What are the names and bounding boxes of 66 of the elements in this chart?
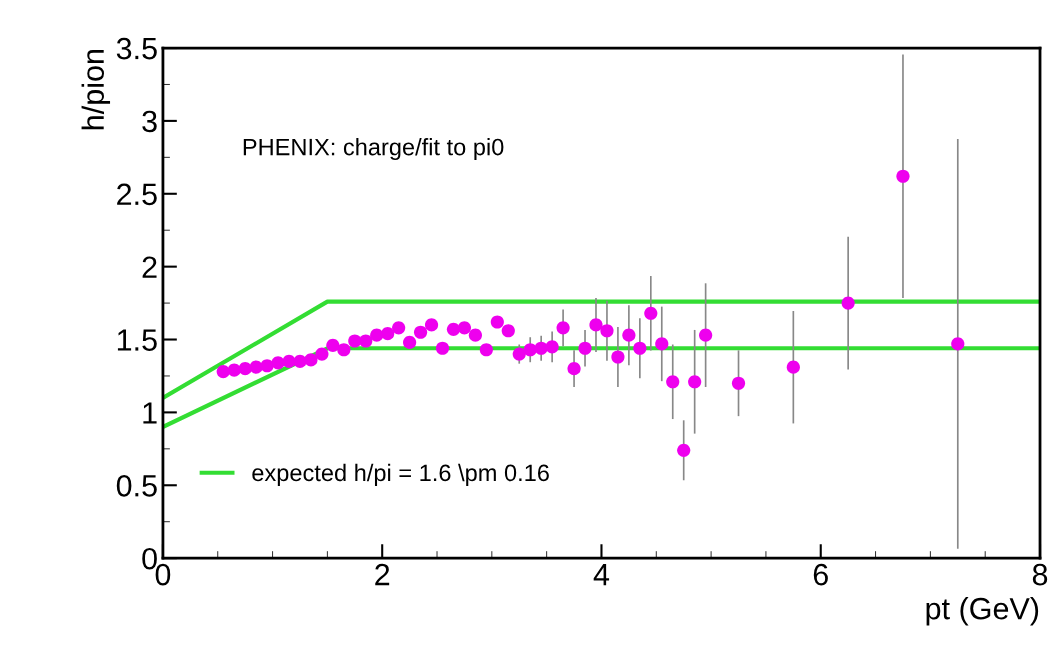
y-tick-label: 0 bbox=[142, 547, 157, 570]
x-tick-label: 4 bbox=[593, 564, 610, 586]
point bbox=[381, 327, 395, 341]
point bbox=[589, 318, 603, 332]
point bbox=[666, 375, 680, 389]
y-tick-label: 3 bbox=[142, 110, 157, 133]
point bbox=[545, 340, 559, 354]
point bbox=[468, 328, 482, 342]
point bbox=[699, 328, 713, 342]
point bbox=[501, 324, 515, 338]
y-tick-label: 2.5 bbox=[117, 183, 157, 206]
point bbox=[841, 296, 855, 310]
legend-label: expected h/pi = 1.6 \pm 0.16 bbox=[252, 463, 549, 486]
y-tick-label: 3.5 bbox=[116, 37, 157, 60]
point bbox=[293, 354, 307, 368]
point bbox=[260, 359, 274, 373]
point bbox=[534, 341, 548, 355]
y-tick-label: 1 bbox=[143, 402, 157, 424]
point bbox=[578, 341, 592, 355]
point bbox=[457, 321, 472, 335]
point bbox=[896, 169, 910, 183]
y-tick-label: 1.5 bbox=[117, 329, 157, 351]
point bbox=[512, 347, 526, 361]
y-tick-label: 0.5 bbox=[116, 475, 157, 497]
point bbox=[413, 325, 428, 339]
point bbox=[677, 443, 691, 457]
point bbox=[622, 328, 636, 342]
point bbox=[370, 328, 384, 342]
point bbox=[446, 322, 461, 336]
point bbox=[271, 356, 285, 370]
annotation: PHENIX: charge/fit to pi0 bbox=[243, 138, 504, 161]
point bbox=[688, 375, 702, 389]
point bbox=[315, 347, 329, 361]
point bbox=[731, 376, 746, 390]
point bbox=[424, 318, 439, 332]
y-axis-title: h/pion bbox=[81, 50, 111, 130]
point bbox=[786, 360, 800, 374]
point bbox=[227, 363, 241, 377]
point bbox=[655, 337, 669, 351]
x-axis-title: pt (GeV) bbox=[926, 597, 1039, 626]
point bbox=[435, 341, 450, 355]
y-tick-label: 2 bbox=[142, 256, 157, 278]
point bbox=[348, 334, 362, 348]
point bbox=[556, 321, 570, 335]
point bbox=[523, 343, 537, 357]
point bbox=[951, 337, 965, 351]
point bbox=[337, 343, 351, 357]
point bbox=[359, 334, 373, 348]
point bbox=[479, 343, 493, 357]
point bbox=[249, 360, 263, 374]
point bbox=[403, 335, 417, 350]
point bbox=[490, 315, 504, 329]
point bbox=[304, 353, 318, 367]
x-tick-label: 8 bbox=[1032, 563, 1048, 586]
point bbox=[326, 338, 340, 352]
point bbox=[216, 365, 230, 379]
point bbox=[611, 350, 625, 364]
point bbox=[392, 321, 406, 335]
point bbox=[282, 354, 296, 368]
x-tick-label: 2 bbox=[375, 563, 390, 586]
point bbox=[238, 362, 252, 376]
point bbox=[600, 324, 614, 338]
point bbox=[633, 341, 647, 355]
point bbox=[567, 362, 581, 376]
point bbox=[644, 306, 658, 320]
x-tick-label: 6 bbox=[813, 563, 828, 586]
